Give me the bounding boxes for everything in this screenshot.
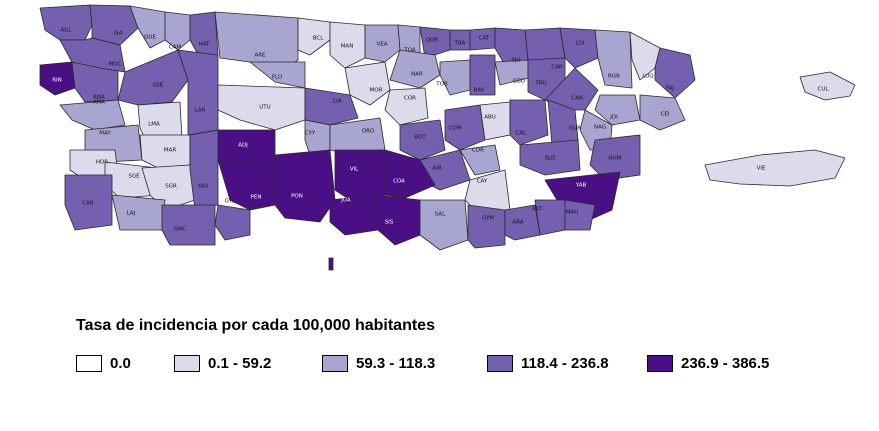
municipality-lar [177, 49, 219, 136]
municipality-pat [534, 199, 566, 236]
municipality-aña [59, 99, 126, 131]
municipality-luq [629, 31, 661, 81]
municipality-mor [344, 61, 391, 106]
municipalities-layer [39, 4, 856, 251]
municipality-rgr [594, 29, 633, 89]
municipality-mar [139, 134, 191, 169]
municipality-cor [384, 87, 429, 126]
municipality-vea [364, 24, 401, 63]
municipality-jdi [594, 94, 641, 126]
municipality-coa [384, 149, 436, 199]
municipality-vil [334, 149, 386, 201]
municipality-mau [564, 199, 596, 231]
municipality-oro [329, 117, 386, 156]
municipality-loi [559, 27, 599, 69]
municipality-cyy [304, 119, 331, 156]
municipality-cul [799, 71, 856, 101]
municipality-jua [329, 194, 379, 236]
municipality-pon [274, 149, 336, 223]
legend-label-class-3: 118.4 - 236.8 [521, 355, 609, 372]
municipality-bay [469, 54, 496, 96]
municipality-gbo [494, 59, 529, 86]
municipality-pen [217, 159, 276, 211]
legend-label-class-4: 236.9 - 386.5 [681, 355, 770, 372]
municipality-cam [164, 11, 191, 51]
municipality-nar [389, 49, 441, 89]
legend-swatch-class-4 [647, 355, 673, 372]
municipality-cat [469, 27, 496, 51]
municipality-faj [654, 47, 696, 99]
legend-swatch-class-1 [174, 355, 200, 372]
municipality-gnc [161, 204, 216, 246]
municipality-agl [39, 4, 93, 41]
legend-swatch-class-2 [322, 355, 348, 372]
municipality-bcl [297, 17, 331, 56]
municipality-com [444, 104, 486, 151]
legend-label-class-2: 59.3 - 118.3 [356, 355, 436, 372]
legend-label-class-1: 0.1 - 59.2 [208, 355, 272, 372]
municipality-gyl [214, 204, 251, 241]
municipality-yau [189, 129, 219, 211]
municipality-hat [189, 11, 219, 59]
municipality-que [129, 5, 166, 49]
municipality-ara [504, 204, 541, 241]
legend-title: Tasa de incidencia por cada 100,000 habi… [76, 317, 435, 334]
municipality-tba [449, 29, 471, 51]
municipality-sis [374, 194, 421, 246]
legend-swatch-class-3 [487, 355, 513, 372]
municipality-rin [39, 61, 76, 96]
municipality-moc [59, 37, 126, 73]
municipality-cab [64, 174, 113, 231]
municipality-cac [509, 99, 549, 146]
legend-label-class-0: 0.0 [110, 355, 131, 372]
municipality-slo [519, 139, 581, 176]
municipality-sal [419, 199, 469, 251]
municipality-vie [704, 149, 846, 187]
legend-swatch-class-0 [76, 355, 102, 372]
municipality-cdr [459, 144, 501, 176]
municipality-cei [639, 94, 686, 131]
caja-de-muertos-island [328, 257, 334, 271]
municipality-man [329, 21, 366, 69]
municipality-flo [249, 61, 306, 89]
municipality-abu [479, 101, 511, 141]
municipality-gym [467, 204, 506, 249]
municipality-laj [111, 194, 166, 231]
municipality-hum [589, 134, 641, 181]
municipality-sju [494, 27, 529, 66]
municipality-tob [439, 59, 471, 96]
municipality-utu [217, 84, 306, 131]
municipality-sse [117, 49, 189, 106]
municipality-bqt [399, 119, 446, 161]
municipality-cia [304, 87, 359, 126]
